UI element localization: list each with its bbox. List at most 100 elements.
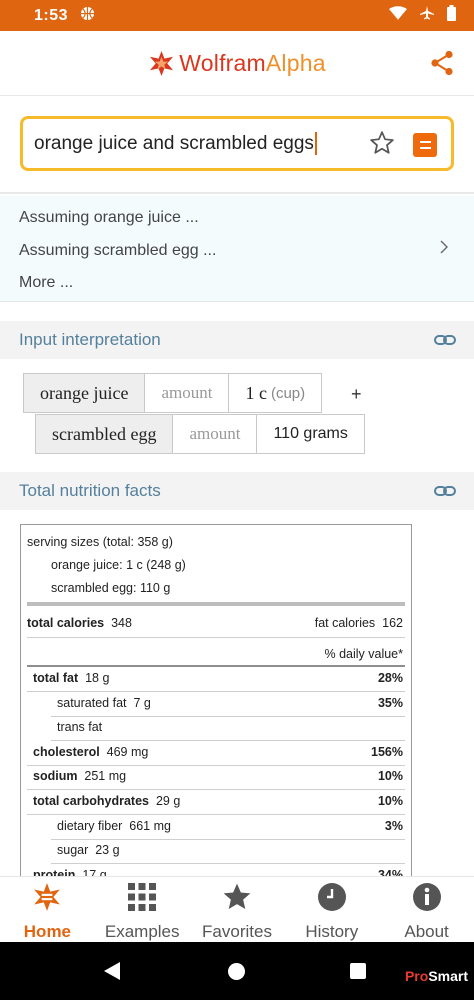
tab-favorites[interactable]: Favorites [190, 877, 285, 942]
thick-divider [27, 602, 405, 606]
status-time: 1:53 [34, 6, 69, 24]
nutrient-label: protein [33, 867, 76, 880]
amount-number: 1 c [245, 382, 267, 403]
wolframalpha-logo: WolframAlpha [148, 49, 326, 77]
nutrient-daily-percent: 156% [371, 744, 403, 759]
nutrient-label: cholesterol [33, 744, 100, 759]
nutrient-label: sodium [33, 769, 78, 784]
watermark-logo: ProSmart [404, 968, 468, 984]
share-button[interactable] [430, 50, 454, 81]
nutrient-row: dietary fiber 661 mg [57, 819, 171, 833]
chevron-right-icon[interactable] [440, 238, 448, 259]
nutrient-row: total fat 18 g [33, 671, 109, 685]
search-input[interactable]: orange juice and scrambled eggs [20, 116, 454, 171]
tab-about[interactable]: About [379, 877, 474, 942]
link-icon[interactable] [434, 481, 456, 506]
basketball-icon [80, 6, 95, 26]
nutrient-value: 17 g [82, 867, 107, 880]
tab-label: About [404, 922, 449, 941]
tab-label: Examples [104, 922, 180, 941]
amount-label: amount [144, 373, 230, 413]
info-icon [412, 883, 441, 911]
tab-history[interactable]: History [284, 877, 379, 942]
amount-number: 110 grams [273, 425, 348, 442]
search-query-text[interactable]: orange juice and scrambled eggs [34, 132, 314, 154]
nutrient-daily-percent: 28% [377, 671, 403, 685]
compute-equals-button[interactable] [413, 133, 437, 157]
serving-scrambled-egg: scrambled egg: 110 g [51, 581, 171, 595]
input-interpretation-header: Input interpretation [0, 321, 474, 359]
nutrient-value: 469 mg [106, 744, 149, 759]
section-title: Total nutrition facts [19, 481, 161, 500]
nutrition-label-table: serving sizes (total: 358 g) orange juic… [20, 524, 412, 880]
interpretation-row-orange-juice: orange juice amount 1 c (cup) [23, 373, 323, 413]
nutrient-row: protein 17 g [33, 867, 107, 880]
section-title: Input interpretation [19, 330, 161, 349]
home-circle-button[interactable] [228, 963, 245, 980]
serving-sizes-header: serving sizes (total: 358 g) [27, 535, 173, 549]
recent-apps-button[interactable] [350, 963, 366, 979]
wolfram-spikey-icon [150, 50, 174, 76]
tab-label: Favorites [202, 922, 272, 941]
daily-value-header: % daily value* [324, 647, 403, 661]
amount-value: 1 c (cup) [228, 373, 323, 413]
assumption-orange-juice[interactable]: Assuming orange juice ... [19, 209, 199, 226]
nutrient-row: total carbohydrates 29 g [33, 794, 180, 808]
amount-label: amount [172, 414, 258, 454]
fat-calories: fat calories 162 [314, 616, 403, 630]
nutrient-value: 7 g [133, 695, 151, 710]
total-calories: total calories 348 [27, 616, 132, 630]
assumption-more-link[interactable]: More ... [19, 274, 74, 291]
divider [51, 838, 405, 840]
nutrient-daily-percent: 10% [377, 794, 403, 808]
interpretation-row-scrambled-egg: scrambled egg amount 110 grams [35, 414, 365, 454]
back-button[interactable] [104, 962, 120, 985]
back-triangle-icon [104, 962, 120, 980]
system-navigation-bar: ProSmart [0, 942, 474, 1000]
food-name: scrambled egg [35, 414, 174, 454]
nutrient-value: 18 g [85, 671, 110, 685]
search-area: orange juice and scrambled eggs [0, 96, 474, 194]
nutrient-label: sugar [57, 843, 89, 858]
tab-examples[interactable]: Examples [95, 877, 190, 942]
star-outline-icon [370, 131, 394, 154]
divider [51, 715, 405, 717]
favorite-star-button[interactable] [369, 130, 395, 161]
nutrient-daily-percent: 34% [377, 867, 403, 880]
share-icon [431, 50, 453, 76]
assumptions-panel: Assuming orange juice ... Assuming scram… [0, 196, 474, 302]
nutrient-row: cholesterol 469 mg [33, 745, 148, 759]
divider [27, 764, 405, 766]
tab-label: History [305, 922, 359, 941]
nutrient-label: total carbohydrates [33, 794, 150, 808]
text-cursor [314, 132, 317, 155]
nutrient-daily-percent: 35% [377, 695, 403, 710]
divider [51, 740, 405, 742]
wifi-icon [389, 5, 407, 26]
app-bar: WolframAlpha [0, 31, 474, 96]
logo-text-alpha: Alpha [265, 49, 326, 76]
nutrient-value: 251 mg [84, 769, 127, 784]
divider [27, 814, 405, 815]
food-name: orange juice [23, 373, 146, 413]
divider [27, 691, 405, 692]
amount-unit: (cup) [270, 384, 306, 402]
nutrient-label: total fat [33, 671, 79, 685]
nutrient-row: trans fat [57, 720, 109, 734]
nutrient-label: saturated fat [57, 695, 127, 710]
nutrient-row: sodium 251 mg [33, 769, 126, 783]
nutrition-facts-header: Total nutrition facts [0, 472, 474, 510]
nutrient-row: saturated fat 7 g [57, 696, 151, 710]
tab-home[interactable]: Home [0, 877, 95, 942]
nutrient-daily-percent: 3% [384, 818, 403, 833]
logo-text-wolfram: Wolfram [179, 49, 266, 76]
status-bar: 1:53 [0, 0, 474, 31]
divider [27, 637, 405, 638]
assumption-scrambled-egg[interactable]: Assuming scrambled egg ... [19, 242, 217, 259]
serving-orange-juice: orange juice: 1 c (248 g) [51, 558, 186, 572]
amount-value: 110 grams [256, 414, 365, 454]
nutrient-value: 23 g [95, 843, 120, 858]
link-icon[interactable] [434, 330, 456, 355]
nutrient-value: 661 mg [129, 818, 171, 833]
airplane-icon [419, 5, 435, 26]
